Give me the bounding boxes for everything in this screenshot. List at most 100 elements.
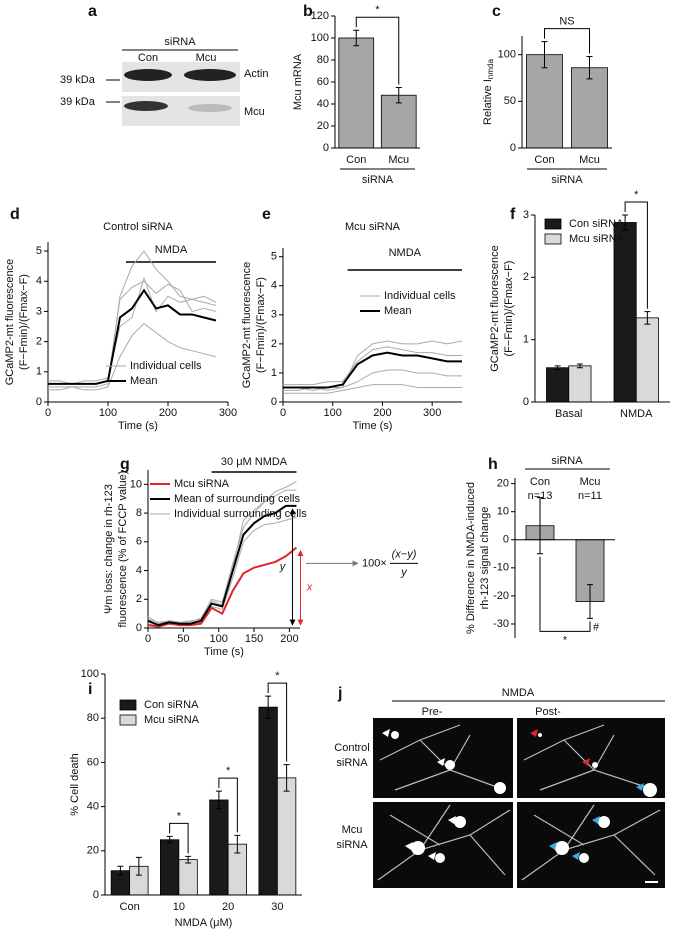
bar — [571, 67, 608, 149]
y-tick-label: 0 — [503, 534, 509, 546]
line-series — [48, 288, 217, 385]
error-bar — [554, 365, 561, 371]
y-tick-label: 100 — [498, 49, 516, 61]
y-tick-label: -10 — [493, 562, 509, 574]
significance-label: * — [275, 670, 280, 682]
bar — [276, 777, 297, 896]
y-tick-label: 4 — [36, 275, 42, 287]
legend-label: Con siRNA — [144, 699, 199, 711]
y-tick-label: 3 — [36, 305, 42, 317]
x-tick-label: Con — [534, 154, 554, 166]
column-label: Post- — [535, 706, 561, 718]
x-tick-label: 0 — [280, 407, 286, 419]
bar — [568, 365, 592, 403]
bar — [338, 37, 375, 149]
significance-bracket — [169, 822, 189, 854]
line-series — [283, 351, 462, 389]
legend-label: Mcu siRNA — [569, 233, 625, 245]
y-axis-label: (F−Fmin)/(Fmax−F) — [255, 277, 267, 373]
y-tick-label: 80 — [317, 54, 329, 66]
y-axis-label-subscript: nmda — [486, 59, 495, 80]
legend-label: Mean — [130, 375, 158, 387]
annotation: x — [306, 582, 313, 594]
y-tick-label: 3 — [271, 309, 277, 321]
panel-letter: c — [492, 3, 501, 20]
x-tick-label: Mcu — [579, 154, 600, 166]
significance-bracket — [218, 777, 238, 833]
x-tick-label: 300 — [219, 407, 237, 419]
x-tick-label: Basal — [555, 408, 583, 420]
y-tick-label: 2 — [36, 336, 42, 348]
y-axis-label: GCaMP2-mt fluorescence — [241, 262, 253, 389]
micrograph — [373, 718, 513, 798]
error-bar — [283, 764, 290, 792]
x-tick-label: Mcu — [388, 154, 409, 166]
arrowheads — [382, 729, 658, 883]
bar — [209, 799, 229, 896]
y-tick-label: 10 — [497, 506, 509, 518]
x-tick-label: Con — [346, 154, 366, 166]
y-tick-label: 60 — [87, 756, 99, 768]
y-tick-label: -20 — [493, 590, 509, 602]
annotation: (x−y) — [392, 548, 417, 560]
y-tick-label: 5 — [271, 251, 277, 263]
y-tick-label: 40 — [87, 801, 99, 813]
error-bar — [587, 584, 593, 619]
marker-label: 39 kDa — [60, 74, 96, 86]
error-bar — [117, 865, 124, 876]
error-bar — [185, 855, 192, 864]
y-tick-label: 20 — [87, 845, 99, 857]
panel-letter: i — [88, 681, 92, 698]
panel-letter: j — [337, 685, 342, 702]
error-bar — [166, 835, 173, 844]
panel-letter: g — [120, 456, 130, 473]
error-bar — [353, 29, 360, 47]
legend-label: Con siRNA — [569, 218, 624, 230]
error-bar — [586, 56, 593, 80]
y-tick-label: 0 — [93, 889, 99, 901]
line-series — [48, 322, 217, 391]
y-tick-label: 4 — [136, 564, 142, 576]
error-bar — [537, 497, 543, 555]
stimulus-label: 30 μM NMDA — [221, 456, 288, 468]
legend-label: Mean — [384, 305, 412, 317]
stimulus-label: NMDA — [389, 247, 422, 259]
x-tick-label: 100 — [210, 633, 228, 645]
annotation: 100× — [362, 557, 387, 569]
y-tick-label: 10 — [130, 478, 142, 490]
stimulus-label: NMDA — [155, 244, 188, 256]
y-tick-label: 0 — [36, 396, 42, 408]
blot-group-label: siRNA — [164, 36, 196, 48]
row-label: siRNA — [336, 757, 368, 769]
x-tick-label: Mcu — [580, 476, 601, 488]
group-label: siRNA — [362, 174, 394, 186]
bar — [258, 706, 278, 896]
blot-panel: a siRNA Con Mcu 39 kDa 39 kDa Actin Mcu — [60, 3, 268, 126]
legend-label: Individual cells — [130, 360, 202, 372]
y-tick-label: 2 — [136, 593, 142, 605]
line-series — [147, 504, 297, 627]
image-panel: j NMDA Pre- Post- Control siRNA Mcu siRN… — [334, 685, 665, 888]
line-series — [283, 384, 462, 394]
chart-title: Control siRNA — [103, 221, 173, 233]
x-tick-label: Con — [530, 476, 550, 488]
legend-label: Individual surrounding cells — [174, 508, 307, 520]
x-tick-label: 10 — [173, 901, 185, 913]
significance-bracket — [624, 201, 648, 309]
bar — [635, 317, 659, 403]
y-tick-label: 8 — [136, 507, 142, 519]
chart-title: Mcu siRNA — [345, 221, 401, 233]
significance-label: * — [634, 189, 639, 201]
significance-label: * — [563, 634, 568, 646]
significance-bracket — [539, 556, 591, 632]
x-tick-label: 200 — [280, 633, 298, 645]
error-bar — [576, 363, 583, 369]
line-series — [283, 346, 462, 386]
error-bar — [265, 695, 272, 719]
y-tick-label: 1 — [271, 367, 277, 379]
x-axis-label: NMDA (μM) — [175, 917, 233, 929]
row-label: siRNA — [336, 839, 368, 851]
y-tick-label: 120 — [311, 10, 329, 22]
n-label: n=13 — [528, 490, 553, 502]
